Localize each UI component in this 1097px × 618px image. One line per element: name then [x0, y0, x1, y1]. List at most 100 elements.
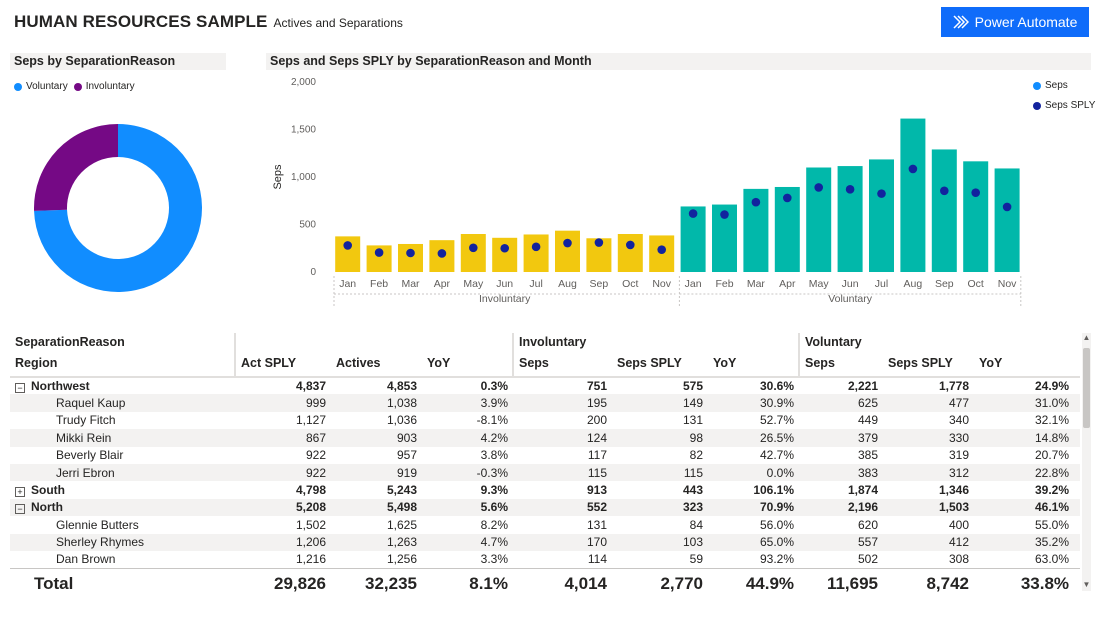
column-header[interactable]: Actives — [331, 350, 422, 378]
sply-dot-voluntary-sep[interactable] — [940, 186, 949, 196]
table-cell: 620 — [799, 516, 884, 534]
sply-dot-voluntary-aug[interactable] — [908, 164, 918, 174]
table-row[interactable]: Mikki Rein 867 903 4.2% 124 98 26.5% 379 330 14.8… — [10, 429, 1081, 447]
table-row[interactable]: Dan Brown 1,216 1,256 3.3% 114 59 93.2% 502 308 6… — [10, 550, 1081, 569]
bar-voluntary-sep[interactable] — [931, 149, 957, 272]
column-header[interactable]: Seps SPLY — [883, 350, 975, 378]
collapse-icon[interactable]: − — [15, 504, 25, 515]
bar-voluntary-jul[interactable] — [869, 159, 894, 272]
x-tick-label: Nov — [652, 278, 671, 290]
sply-dot-voluntary-jul[interactable] — [877, 189, 886, 198]
donut-legend: Voluntary Involuntary — [14, 81, 135, 92]
table-row[interactable]: Trudy Fitch 1,127 1,036 -8.1% 200 131 52.7% 449… — [10, 411, 1081, 430]
bar-involuntary-mar[interactable] — [398, 243, 423, 272]
sply-dot-voluntary-apr[interactable] — [783, 193, 792, 203]
expand-icon[interactable]: + — [15, 487, 25, 498]
bar-voluntary-oct[interactable] — [963, 161, 989, 272]
bar-involuntary-jul[interactable] — [523, 234, 549, 272]
column-header-row: Region Act SPLY Actives YoY Seps Seps SPLY YoY… — [10, 350, 1081, 378]
scroll-down-icon[interactable]: ▼ — [1082, 580, 1091, 589]
donut-slice-involuntary[interactable] — [34, 124, 118, 211]
row-name: Sherley Rhymes — [56, 535, 145, 550]
table-scrollbar-thumb[interactable] — [1083, 348, 1090, 428]
table-row[interactable]: Glennie Butters 1,502 1,625 8.2% 131 84 56.0% 6… — [10, 516, 1081, 534]
table-group-row[interactable]: + South 4,798 5,243 9.3% 913 443 106.1% 1,874 1,3… — [10, 481, 1081, 499]
sply-dot-involuntary-may[interactable] — [469, 243, 478, 253]
legend-involuntary-label[interactable]: Involuntary — [85, 81, 135, 92]
table-cell: -8.1% — [422, 411, 513, 430]
column-header[interactable]: Seps — [513, 350, 612, 378]
y-axis-label: Seps — [272, 164, 284, 190]
donut-chart[interactable] — [33, 123, 203, 293]
row-label: + South — [10, 481, 235, 499]
sply-dot-involuntary-feb[interactable] — [374, 248, 384, 257]
table-scrollbar[interactable] — [1082, 333, 1091, 591]
table-cell: 383 — [799, 463, 884, 482]
sply-dot-voluntary-jan[interactable] — [688, 209, 698, 218]
bar-voluntary-aug[interactable] — [900, 118, 926, 272]
sply-dot-voluntary-nov[interactable] — [1002, 202, 1012, 212]
sply-dot-involuntary-oct[interactable] — [626, 240, 635, 250]
table-cell: 98 — [612, 429, 708, 447]
table-cell: 56.0% — [708, 516, 800, 534]
legend-voluntary-label[interactable]: Voluntary — [26, 81, 68, 92]
sply-dot-involuntary-apr[interactable] — [437, 249, 447, 258]
table-total-row[interactable]: Total 29,826 32,235 8.1% 4,014 2,770 44.9% 11,6… — [10, 567, 1081, 599]
column-header[interactable]: YoY — [422, 350, 514, 378]
legend-seps[interactable]: Seps — [1033, 80, 1068, 91]
sply-dot-voluntary-feb[interactable] — [720, 210, 729, 219]
column-header[interactable]: YoY — [708, 350, 801, 378]
group-header-involuntary[interactable]: Involuntary — [513, 333, 801, 350]
table-group-row[interactable]: − Northwest 4,837 4,853 0.3% 751 575 30.6% 2,221… — [10, 377, 1081, 395]
column-header[interactable]: Act SPLY — [235, 350, 331, 378]
sply-dot-voluntary-may[interactable] — [814, 183, 823, 192]
region-header[interactable]: Region — [10, 350, 236, 378]
table-row[interactable]: Raquel Kaup 999 1,038 3.9% 195 149 30.9% 625 477… — [10, 394, 1081, 412]
bar-chart[interactable]: 0 500 1,000 1,500 2,000 Seps Jan Feb Mar Apr May Ju… — [266, 70, 1026, 310]
power-automate-button[interactable]: Power Automate — [941, 7, 1089, 37]
sply-dot-involuntary-sep[interactable] — [594, 238, 604, 247]
table-row[interactable]: Sherley Rhymes 1,206 1,263 4.7% 170 103 65.0% 5… — [10, 533, 1081, 551]
column-group-header-row: SeparationReason Involuntary Voluntary — [10, 333, 1081, 350]
x-tick-label: Mar — [401, 278, 420, 290]
sply-dot-voluntary-mar[interactable] — [751, 197, 761, 207]
table-cell: 20.7% — [974, 446, 1075, 464]
column-header[interactable]: Seps SPLY — [612, 350, 708, 378]
bar-voluntary-jun[interactable] — [837, 166, 863, 272]
row-field-header[interactable]: SeparationReason — [10, 333, 236, 350]
sply-dot-voluntary-oct[interactable] — [971, 188, 980, 197]
x-tick-label: Aug — [904, 278, 923, 290]
matrix-table[interactable]: SeparationReason Involuntary Voluntary Regi… — [10, 333, 1081, 605]
table-row[interactable]: Jerri Ebron 922 919 -0.3% 115 115 0.0% 383 312 22… — [10, 463, 1081, 482]
table-cell: 449 — [799, 411, 884, 430]
x-tick-label: Feb — [715, 278, 733, 290]
sply-dot-involuntary-aug[interactable] — [563, 238, 572, 248]
table-row[interactable]: Beverly Blair 922 957 3.8% 117 82 42.7% 385 319 2… — [10, 446, 1081, 464]
sply-dot-involuntary-jul[interactable] — [531, 242, 541, 252]
group-header-voluntary[interactable]: Voluntary — [799, 333, 1075, 350]
column-header[interactable]: YoY — [974, 350, 1075, 378]
bar-voluntary-nov[interactable] — [994, 168, 1020, 272]
bar-involuntary-oct[interactable] — [617, 234, 643, 272]
report-header: HUMAN RESOURCES SAMPLE Actives and Separ… — [14, 12, 403, 36]
group-label-voluntary: Voluntary — [828, 293, 873, 305]
donut-slice-voluntary[interactable] — [34, 124, 202, 292]
row-pad — [1074, 463, 1081, 482]
bar-involuntary-may[interactable] — [460, 234, 486, 272]
collapse-icon[interactable]: − — [15, 383, 25, 394]
sply-dot-involuntary-mar[interactable] — [406, 248, 415, 258]
sply-dot-involuntary-jun[interactable] — [500, 243, 509, 253]
table-group-row[interactable]: − North 5,208 5,498 5.6% 552 323 70.9% 2,196 1,50… — [10, 498, 1081, 517]
sply-dot-involuntary-nov[interactable] — [657, 245, 666, 254]
x-tick-label: Sep — [590, 278, 609, 290]
legend-seps-sply[interactable]: Seps SPLY — [1033, 100, 1095, 111]
x-tick-label: Mar — [747, 278, 766, 290]
sply-dot-voluntary-jun[interactable] — [845, 185, 855, 194]
sply-dot-involuntary-jan[interactable] — [343, 241, 352, 250]
total-cell: 8,742 — [883, 567, 975, 599]
scroll-up-icon[interactable]: ▲ — [1082, 333, 1091, 342]
column-header[interactable]: Seps — [799, 350, 884, 378]
total-label: Total — [10, 567, 235, 599]
bar-involuntary-jun[interactable] — [492, 237, 518, 272]
bar-involuntary-aug[interactable] — [555, 230, 580, 272]
